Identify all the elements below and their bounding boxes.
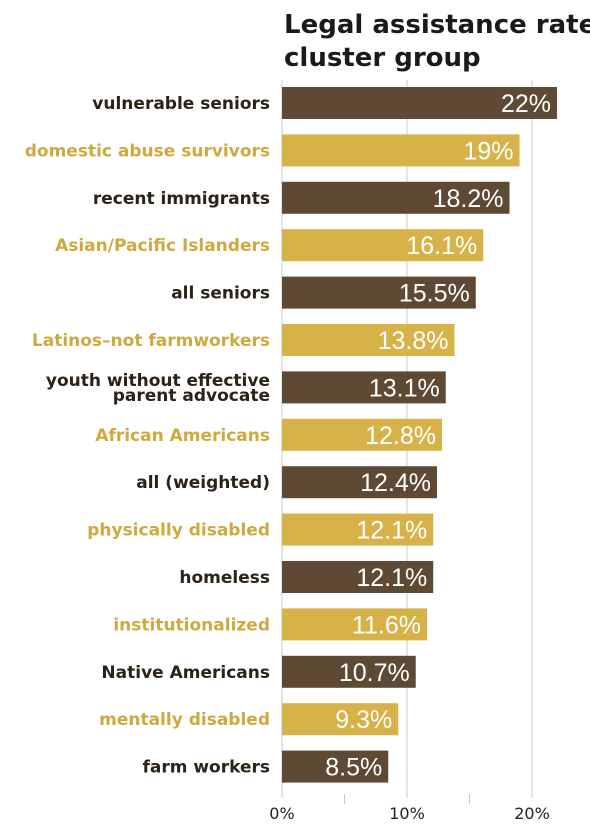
category-label: domestic abuse survivors bbox=[25, 141, 270, 161]
bar bbox=[282, 87, 557, 119]
category-label: youth without effective parent advocate bbox=[46, 371, 270, 406]
category-label-line: farm workers bbox=[142, 758, 270, 778]
category-label-line: institutionalized bbox=[113, 615, 270, 635]
category-label-line: physically disabled bbox=[87, 521, 270, 541]
category-label: Latinos–not farmworkers bbox=[32, 331, 270, 351]
category-label-line: homeless bbox=[179, 568, 270, 588]
category-label-line: domestic abuse survivors bbox=[25, 141, 270, 161]
category-label: all seniors bbox=[171, 284, 270, 304]
category-label-line: all (weighted) bbox=[136, 473, 270, 493]
bar bbox=[282, 608, 427, 641]
chart-title-line-1: Legal assistance rates bbox=[284, 10, 590, 40]
category-label-line: Native Americans bbox=[101, 663, 270, 683]
category-label-line: Latinos–not farmworkers bbox=[32, 331, 270, 351]
category-label: recent immigrants bbox=[93, 189, 270, 209]
x-axis-ticks: 0% 10% 20% bbox=[269, 804, 549, 823]
bar bbox=[282, 561, 434, 593]
x-tick-label-0: 0% bbox=[269, 804, 294, 823]
category-label-line: vulnerable seniors bbox=[92, 94, 270, 114]
category-label: institutionalized bbox=[113, 615, 270, 635]
bar bbox=[282, 466, 437, 499]
bar-value-label: 13.8% bbox=[378, 327, 449, 355]
bar bbox=[282, 134, 520, 167]
bar-value-label: 12.1% bbox=[356, 517, 427, 545]
bar bbox=[282, 418, 442, 451]
bar-value-label: 12.4% bbox=[360, 469, 431, 497]
bar bbox=[282, 703, 399, 736]
bar-value-label: 9.3% bbox=[335, 706, 392, 734]
category-label-line: all seniors bbox=[171, 284, 270, 304]
value-labels: 22% 19% 18.2% 16.1% 15.5% 13.8% 13.1% 12.8% 12.4… bbox=[325, 90, 551, 782]
category-label: Native Americans bbox=[101, 663, 270, 683]
chart-title-line-2: cluster group bbox=[284, 43, 481, 73]
bar bbox=[282, 513, 434, 546]
bar-value-label: 18.2% bbox=[433, 185, 504, 213]
bar bbox=[282, 229, 484, 262]
category-labels: vulnerable seniors domestic abuse survivo… bbox=[25, 94, 270, 778]
bar bbox=[282, 371, 446, 404]
bars-group bbox=[282, 87, 557, 783]
bar-value-label: 13.1% bbox=[369, 374, 440, 402]
category-label: physically disabled bbox=[87, 521, 270, 541]
category-label: homeless bbox=[179, 568, 270, 588]
bar-value-label: 10.7% bbox=[339, 659, 410, 687]
category-label-line: parent advocate bbox=[113, 386, 270, 406]
bar-value-label: 12.8% bbox=[365, 422, 436, 450]
bar-value-label: 22% bbox=[501, 90, 551, 118]
category-label: farm workers bbox=[142, 758, 270, 778]
bar-value-label: 8.5% bbox=[325, 754, 382, 782]
bar-value-label: 16.1% bbox=[406, 232, 477, 260]
bar bbox=[282, 181, 510, 214]
category-label-line: African Americans bbox=[95, 426, 270, 446]
bar-value-label: 11.6% bbox=[352, 611, 421, 639]
category-label-line: mentally disabled bbox=[99, 710, 270, 730]
category-label-line: Asian/Pacific Islanders bbox=[55, 236, 270, 256]
x-tick-label-10: 10% bbox=[389, 804, 425, 823]
category-label: all (weighted) bbox=[136, 473, 270, 493]
x-tick-label-20: 20% bbox=[514, 804, 550, 823]
bar-value-label: 15.5% bbox=[399, 280, 470, 308]
bar-value-label: 19% bbox=[463, 137, 513, 165]
category-label-line: youth without effective bbox=[46, 371, 270, 391]
bar-value-label: 12.1% bbox=[356, 564, 427, 592]
bar bbox=[282, 276, 476, 309]
bar bbox=[282, 324, 455, 356]
category-label: Asian/Pacific Islanders bbox=[55, 236, 270, 256]
category-label-line: recent immigrants bbox=[93, 189, 270, 209]
category-label: mentally disabled bbox=[99, 710, 270, 730]
bar bbox=[282, 750, 389, 783]
category-label: African Americans bbox=[95, 426, 270, 446]
category-label: vulnerable seniors bbox=[92, 94, 270, 114]
bar bbox=[282, 655, 416, 688]
